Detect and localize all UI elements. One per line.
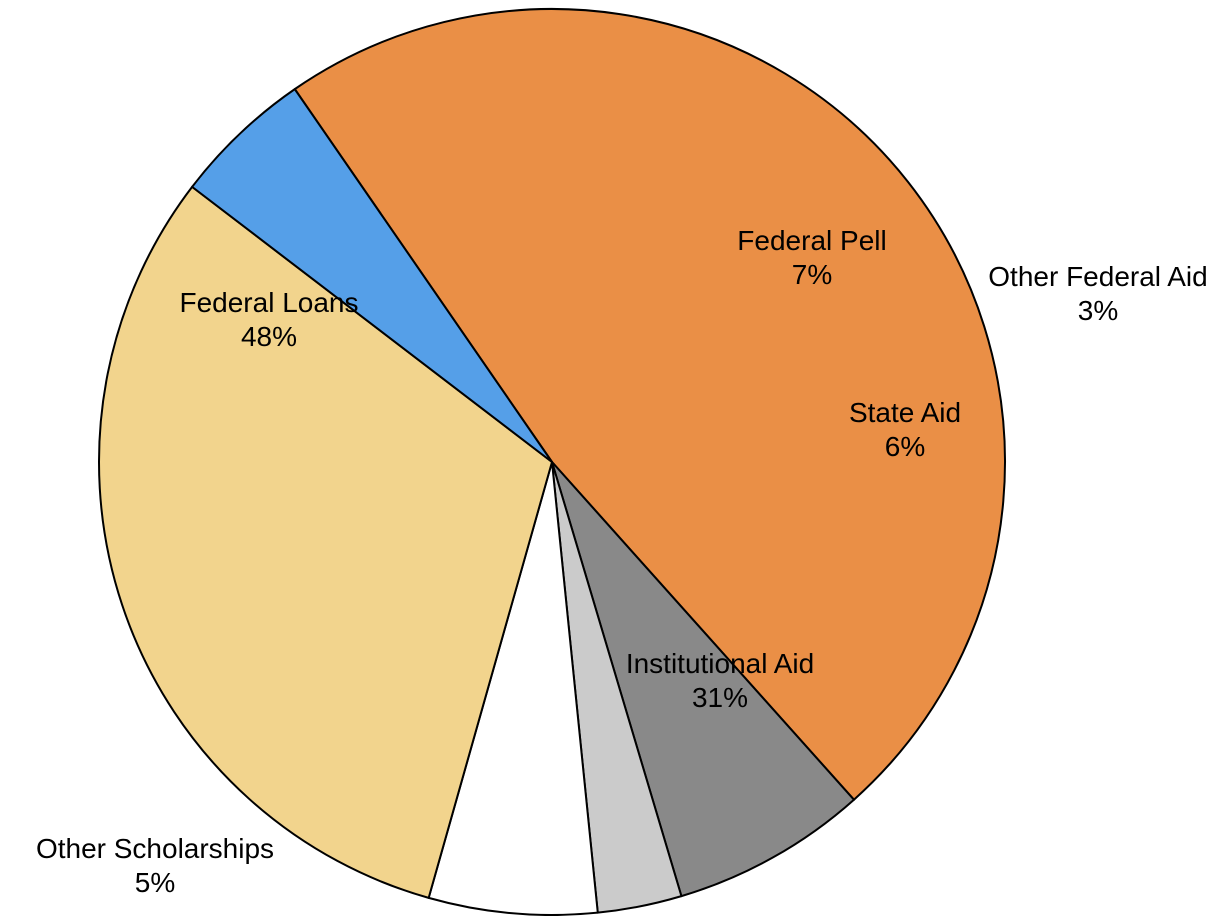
pie-slice-state-aid	[427, 461, 599, 916]
slice-value-state-aid: 6%	[885, 431, 925, 462]
pie-slices	[98, 8, 1006, 916]
pie-labels: Federal Loans 48% Federal Pell 7% Other Fede…	[36, 225, 1208, 898]
slice-value-institutional-aid: 31%	[692, 682, 748, 713]
slice-label-other-scholarships: Other Scholarships 5%	[36, 833, 274, 898]
pie-slice-federal-loans	[293, 8, 1006, 801]
slice-name-institutional-aid: Institutional Aid	[626, 648, 814, 679]
pie-slice-other-scholarships	[191, 88, 553, 463]
slice-value-federal-loans: 48%	[241, 321, 297, 352]
slice-value-other-scholarships: 5%	[135, 867, 175, 898]
slice-label-federal-loans: Federal Loans 48%	[179, 287, 358, 352]
slice-value-other-federal-aid: 3%	[1078, 295, 1118, 326]
slice-name-other-scholarships: Other Scholarships	[36, 833, 274, 864]
slice-label-other-federal-aid: Other Federal Aid 3%	[988, 261, 1207, 326]
slice-value-federal-pell: 7%	[792, 259, 832, 290]
slice-name-state-aid: State Aid	[849, 397, 961, 428]
slice-name-federal-pell: Federal Pell	[737, 225, 886, 256]
slice-label-institutional-aid: Institutional Aid 31%	[626, 648, 814, 713]
pie-slice-institutional-aid	[98, 185, 553, 899]
slice-name-other-federal-aid: Other Federal Aid	[988, 261, 1207, 292]
slice-label-state-aid: State Aid 6%	[849, 397, 961, 462]
pie-slice-federal-pell	[551, 461, 855, 898]
slice-label-federal-pell: Federal Pell 7%	[737, 225, 886, 290]
slice-name-federal-loans: Federal Loans	[179, 287, 358, 318]
